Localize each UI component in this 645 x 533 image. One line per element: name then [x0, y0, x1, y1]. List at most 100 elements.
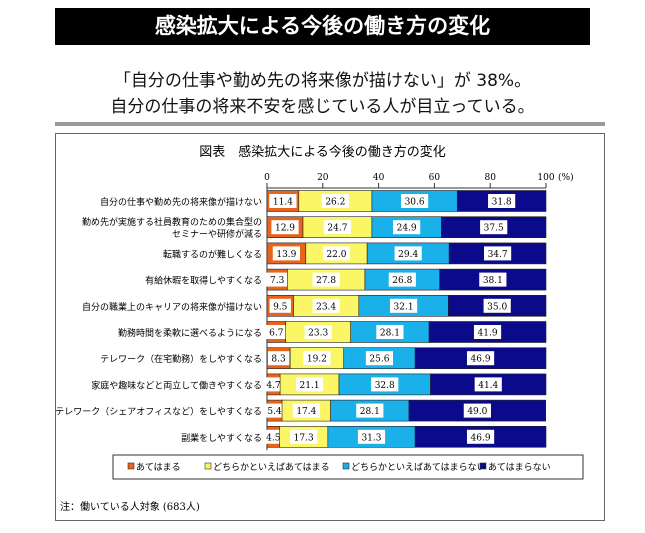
legend-swatch	[479, 462, 487, 470]
data-label: 34.7	[488, 250, 508, 260]
data-label: 29.4	[398, 250, 418, 260]
x-tick-label: 40	[373, 173, 385, 183]
x-tick-label: 60	[429, 173, 441, 183]
data-label: 25.6	[369, 355, 389, 365]
data-label-bg	[466, 351, 495, 366]
data-label-bg	[365, 351, 394, 366]
category-label: 有給休暇を取得しやすくなる	[145, 275, 262, 287]
data-label-bg	[480, 220, 508, 235]
data-label: 26.2	[325, 198, 345, 208]
subtitle-line-1: 「自分の仕事や勤め先の将来像が描けない」が 38%。	[113, 71, 532, 91]
data-label-bg	[321, 194, 349, 208]
data-label-bg	[483, 246, 512, 261]
data-label-bg	[295, 377, 324, 392]
data-label-bg	[371, 377, 399, 392]
data-label-bg	[312, 272, 340, 287]
data-label-bg	[400, 194, 429, 208]
category-label: セミナーや研修が減る	[172, 228, 262, 240]
data-label-bg	[272, 246, 300, 261]
data-label-bg	[483, 298, 511, 313]
data-label-bg	[262, 377, 285, 392]
data-label-bg	[389, 298, 418, 313]
divider	[55, 122, 605, 126]
data-label-bg	[322, 246, 351, 261]
data-label: 32.1	[394, 302, 414, 312]
data-label-bg	[474, 377, 502, 392]
data-label: 19.2	[307, 355, 327, 365]
data-label-bg	[263, 403, 286, 418]
data-label: 46.9	[471, 433, 491, 443]
category-label: 自分の職業上のキャリアの将来像が描けない	[82, 301, 262, 313]
data-label: 31.8	[492, 198, 512, 208]
data-label-bg	[388, 272, 416, 287]
category-label: 自分の仕事や勤め先の将来像が描けない	[100, 196, 262, 208]
data-label: 30.6	[405, 198, 425, 208]
legend-swatch	[127, 462, 135, 470]
data-label-bg	[466, 429, 495, 444]
category-label: テレワーク（シェアオフィスなど）をしやすくなる	[55, 407, 262, 418]
data-label: 23.4	[316, 302, 336, 312]
data-label: 23.3	[308, 329, 328, 339]
category-label: 副業をしやすくなる	[181, 432, 262, 444]
data-label: 41.9	[478, 329, 498, 339]
data-label: 8.3	[271, 355, 286, 365]
data-label: 46.9	[471, 355, 491, 365]
data-label: 12.9	[275, 224, 295, 234]
data-label: 41.4	[478, 381, 498, 391]
data-label: 4.5	[266, 433, 281, 443]
data-label: 17.3	[294, 433, 314, 443]
data-label: 49.0	[467, 407, 487, 417]
data-label: 26.8	[392, 276, 412, 286]
category-label: 勤務時間を柔軟に選べるようになる	[118, 327, 262, 339]
data-label-bg	[266, 272, 288, 287]
x-unit-label: (%)	[558, 172, 574, 183]
data-label: 17.4	[296, 407, 316, 417]
data-label: 4.7	[266, 381, 281, 391]
legend-label: どちらかといえばあてはまらない	[351, 462, 486, 473]
data-label: 5.4	[267, 407, 282, 417]
subtitle-line-2: 自分の仕事の将来不安を感じている人が目立っている。	[110, 97, 535, 117]
chart-note: 注：働いている人対象 (683人)	[60, 502, 200, 513]
data-label-bg	[393, 220, 421, 235]
data-label: 31.3	[361, 433, 381, 443]
legend-label: あてはまらない	[488, 462, 551, 473]
data-label-bg	[290, 429, 318, 444]
chart-title: 図表 感染拡大による今後の働き方の変化	[199, 145, 446, 160]
data-label: 28.1	[380, 329, 400, 339]
data-label: 28.1	[360, 407, 380, 417]
data-label: 11.4	[273, 198, 293, 208]
legend-swatch	[204, 462, 212, 470]
category-label: 転職するのが難しくなる	[163, 248, 262, 260]
data-label-bg	[269, 298, 291, 313]
data-label-bg	[267, 351, 290, 366]
data-label: 9.5	[273, 302, 288, 312]
legend-swatch	[342, 462, 350, 470]
data-label: 32.8	[375, 381, 395, 391]
x-tick-label: 100	[537, 173, 554, 183]
data-label-bg	[376, 325, 404, 339]
data-label: 24.9	[397, 224, 417, 234]
data-label-bg	[394, 246, 422, 261]
data-label-bg	[356, 403, 384, 418]
data-label-bg	[479, 272, 507, 287]
data-label-bg	[463, 403, 491, 418]
legend-label: あてはまる	[136, 462, 181, 473]
category-label: 勤め先が実施する社員教育のための集合型の	[82, 216, 262, 228]
data-label: 37.5	[484, 224, 504, 234]
data-label-bg	[269, 194, 297, 208]
data-label: 7.3	[270, 276, 285, 286]
data-label-bg	[303, 351, 331, 366]
data-label: 38.1	[483, 276, 503, 286]
data-label: 13.9	[276, 250, 296, 260]
legend-label: どちらかといえばあてはまる	[213, 462, 330, 473]
data-label-bg	[262, 429, 284, 444]
x-tick-label: 80	[484, 173, 496, 183]
data-label: 21.1	[300, 381, 320, 391]
page-title: 感染拡大による今後の働き方の変化	[55, 8, 590, 45]
data-label: 27.8	[316, 276, 336, 286]
x-tick-label: 0	[264, 173, 270, 183]
data-label-bg	[323, 220, 352, 235]
category-label: 家庭や趣味などと両立して働きやすくなる	[91, 379, 262, 391]
x-tick-label: 20	[317, 173, 329, 183]
